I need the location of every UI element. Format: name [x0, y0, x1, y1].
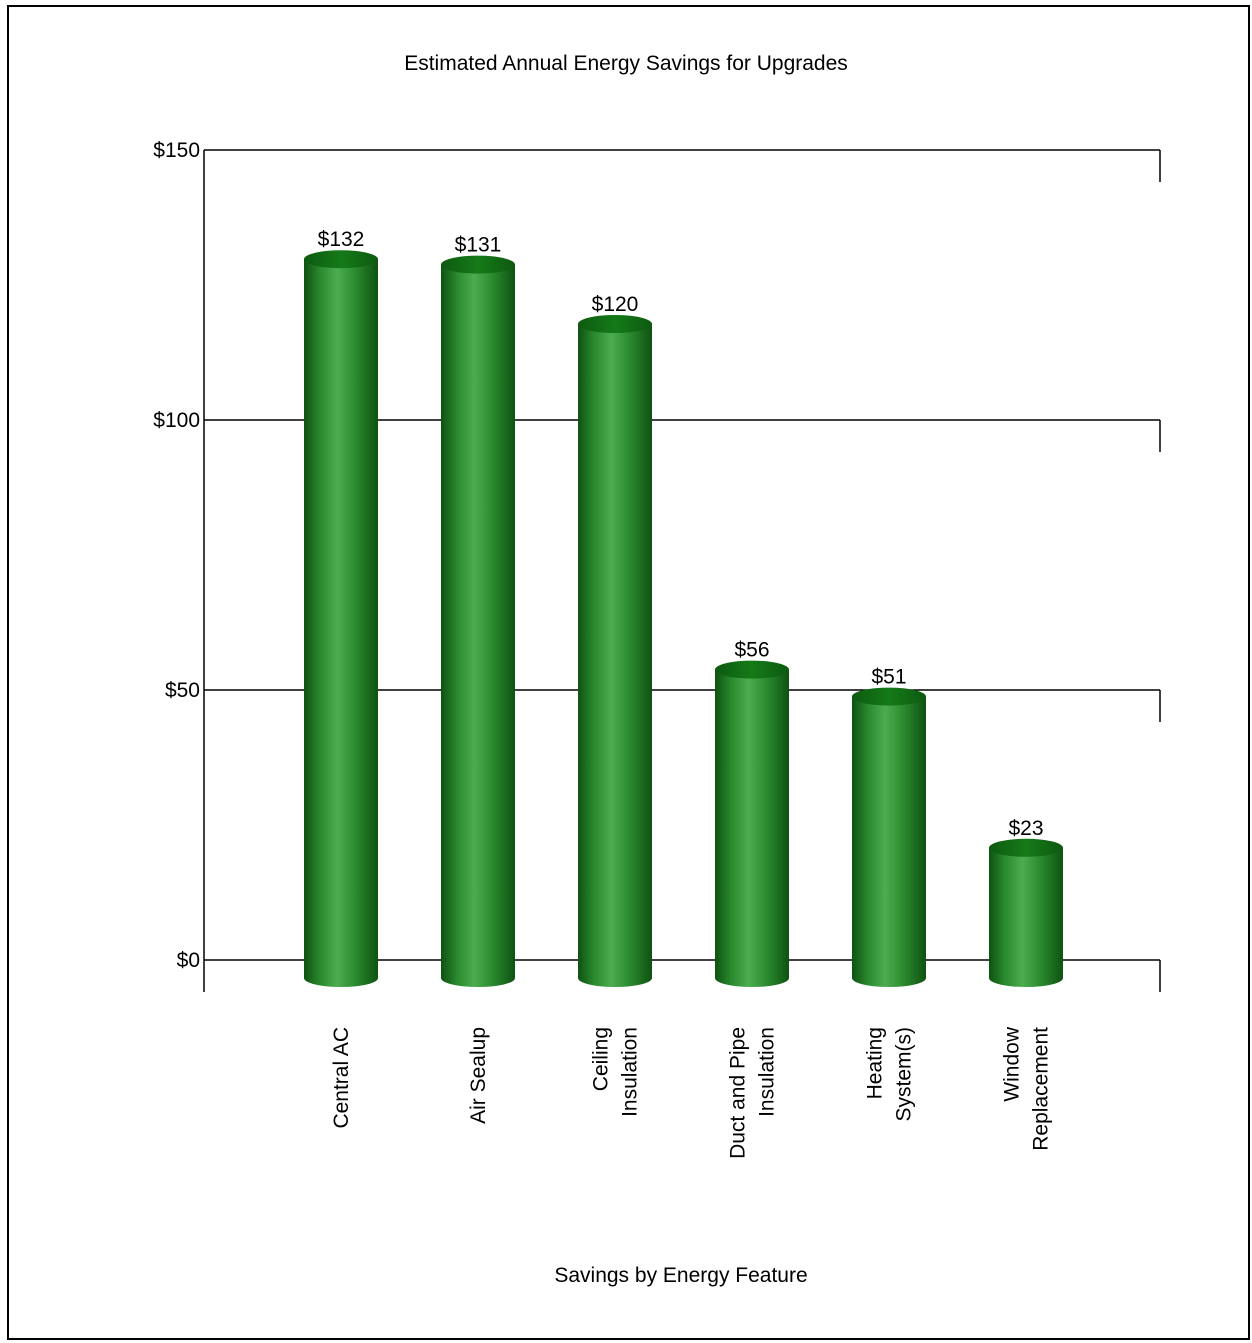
x-tick-label-line: System(s): [893, 1027, 916, 1122]
x-tick-label-line: Air Sealup: [467, 1027, 490, 1124]
bar: [441, 255, 515, 988]
bar-body: [852, 696, 926, 987]
data-label: $51: [871, 666, 906, 689]
x-tick-label: Air Sealup: [467, 1027, 490, 1124]
y-tick-label: $100: [153, 409, 200, 432]
category-labels: Central AC Air Sealup Ceiling Insulation Duc…: [330, 1026, 1053, 1159]
y-tick-label: $0: [177, 949, 200, 972]
bar-cap: [304, 250, 378, 269]
data-label: $132: [318, 228, 365, 251]
data-label: $23: [1008, 817, 1043, 840]
data-label: $131: [455, 234, 502, 257]
axes: $0 $50 $100 $150: [153, 139, 205, 992]
bar-cap: [715, 660, 789, 679]
bar-body: [578, 324, 652, 987]
data-label: $120: [592, 293, 639, 316]
bar: [852, 687, 926, 987]
x-tick-label-line: Ceiling: [590, 1027, 613, 1091]
x-tick-label-line: Heating: [864, 1027, 887, 1099]
bar-cap: [441, 255, 515, 274]
data-labels: $132 $131 $120 $56 $51 $23: [318, 228, 1044, 840]
x-tick-label: Duct and Pipe Insulation: [727, 1027, 779, 1159]
bar-body: [304, 259, 378, 987]
x-axis-title: Savings by Energy Feature: [554, 1264, 807, 1287]
chart-title: Estimated Annual Energy Savings for Upgr…: [404, 52, 848, 75]
x-tick-label: Window Replacement: [1001, 1026, 1053, 1151]
bar-cap: [989, 838, 1063, 857]
bar-body: [715, 669, 789, 987]
bar: [304, 250, 378, 987]
bar: [715, 660, 789, 987]
x-tick-label-line: Insulation: [756, 1027, 779, 1117]
x-tick-label-line: Duct and Pipe: [727, 1027, 750, 1159]
y-tick-label: $50: [165, 679, 200, 702]
x-tick-label: Ceiling Insulation: [590, 1027, 642, 1117]
x-tick-label-line: Replacement: [1030, 1027, 1053, 1151]
bar-cap: [578, 315, 652, 333]
bar: [578, 315, 652, 987]
bar-cap: [852, 687, 926, 706]
data-label: $56: [734, 639, 769, 662]
bars: [304, 250, 1063, 988]
x-tick-label: Central AC: [330, 1027, 353, 1129]
bar-body: [989, 847, 1063, 987]
bar: [989, 838, 1063, 987]
x-tick-label-line: Central AC: [330, 1027, 353, 1129]
x-tick-label: Heating System(s): [864, 1027, 916, 1122]
bar-body: [441, 264, 515, 988]
x-tick-label-line: Insulation: [619, 1027, 642, 1117]
x-tick-label-line: Window: [1001, 1026, 1024, 1102]
y-tick-label: $150: [153, 139, 200, 162]
